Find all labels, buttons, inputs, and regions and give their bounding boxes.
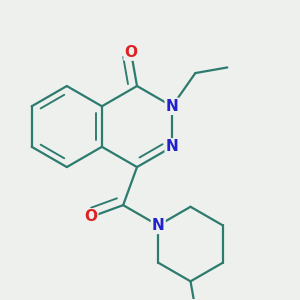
Text: O: O — [84, 209, 97, 224]
Text: N: N — [166, 99, 178, 114]
Text: O: O — [124, 45, 137, 60]
Text: N: N — [152, 218, 165, 233]
Text: N: N — [166, 139, 178, 154]
